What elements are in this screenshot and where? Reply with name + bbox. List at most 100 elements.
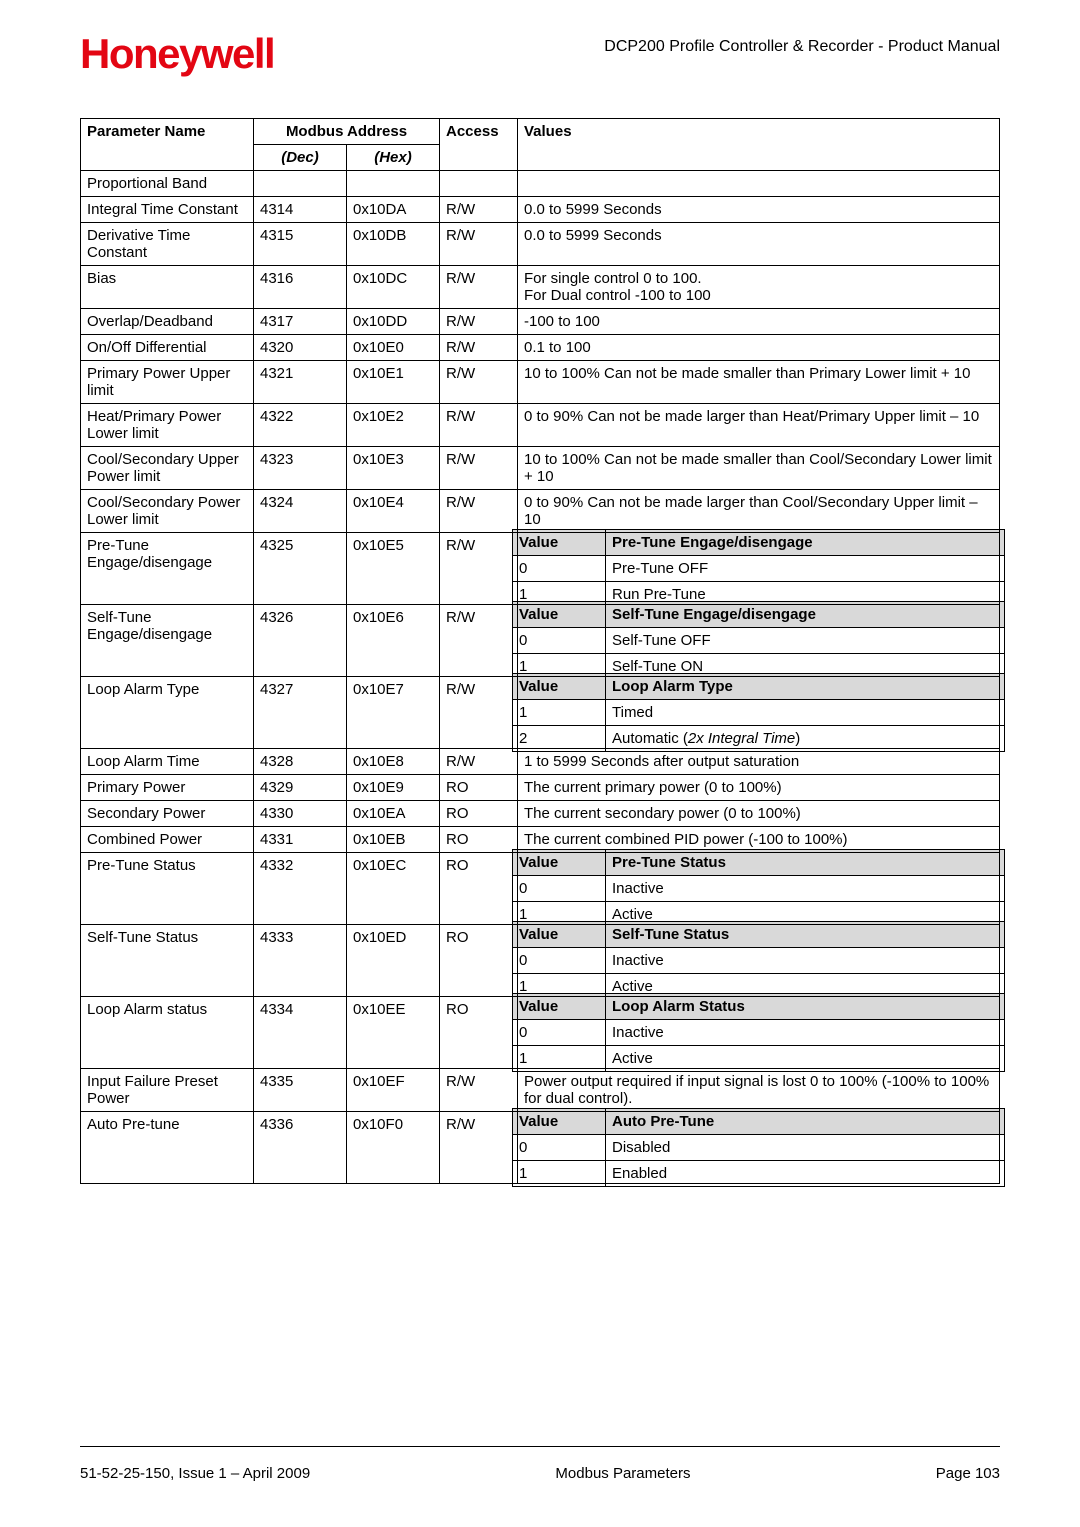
cell-values: 0.0 to 5999 Seconds — [518, 223, 1000, 266]
cell-hex: 0x10E6 — [347, 605, 440, 677]
cell-access: R/W — [440, 197, 518, 223]
inner-table: ValueLoop Alarm Type 1Timed 2Automatic (… — [512, 673, 1005, 752]
table-row: Self-Tune Status 4333 0x10ED RO ValueSel… — [81, 925, 1000, 997]
table-row: Cool/Secondary Power Lower limit 4324 0x… — [81, 490, 1000, 533]
header-modbus-address: Modbus Address — [254, 119, 440, 145]
inner-cell: 1 — [513, 700, 606, 726]
cell-values: -100 to 100 — [518, 309, 1000, 335]
cell-values: ValueSelf-Tune Status 0Inactive 1Active — [518, 925, 1000, 997]
header-values: Values — [518, 119, 1000, 171]
inner-header: Value — [513, 530, 606, 556]
inner-header: Value — [513, 850, 606, 876]
cell-dec: 4327 — [254, 677, 347, 749]
header-access: Access — [440, 119, 518, 171]
cell-values: 0.1 to 100 — [518, 335, 1000, 361]
cell-name: Primary Power — [81, 775, 254, 801]
cell-access: R/W — [440, 447, 518, 490]
cell-text: Automatic ( — [612, 730, 688, 747]
cell-values: 0 to 90% Can not be made larger than Hea… — [518, 404, 1000, 447]
cell-dec: 4326 — [254, 605, 347, 677]
cell-name: Primary Power Upper limit — [81, 361, 254, 404]
cell-values: 10 to 100% Can not be made smaller than … — [518, 447, 1000, 490]
inner-header: Loop Alarm Type — [606, 674, 1005, 700]
inner-header: Pre-Tune Status — [606, 850, 1005, 876]
inner-cell: Inactive — [606, 948, 1005, 974]
cell-values: The current secondary power (0 to 100%) — [518, 801, 1000, 827]
table-row: Loop Alarm Type 4327 0x10E7 R/W ValueLoo… — [81, 677, 1000, 749]
table-row: Derivative Time Constant 4315 0x10DB R/W… — [81, 223, 1000, 266]
cell-dec: 4323 — [254, 447, 347, 490]
inner-header: Value — [513, 602, 606, 628]
table-row: Auto Pre-tune 4336 0x10F0 R/W ValueAuto … — [81, 1112, 1000, 1184]
inner-header: Pre-Tune Engage/disengage — [606, 530, 1005, 556]
cell-hex: 0x10E1 — [347, 361, 440, 404]
cell-values: Power output required if input signal is… — [518, 1069, 1000, 1112]
footer-right: Page 103 — [936, 1465, 1000, 1482]
cell-dec: 4320 — [254, 335, 347, 361]
cell-access: R/W — [440, 1112, 518, 1184]
cell-hex: 0x10DC — [347, 266, 440, 309]
cell-hex — [347, 171, 440, 197]
cell-dec: 4328 — [254, 749, 347, 775]
inner-cell: 0 — [513, 1135, 606, 1161]
cell-hex: 0x10EC — [347, 853, 440, 925]
cell-values: ValuePre-Tune Engage/disengage 0Pre-Tune… — [518, 533, 1000, 605]
inner-cell: Timed — [606, 700, 1005, 726]
table-row: Loop Alarm status 4334 0x10EE RO ValueLo… — [81, 997, 1000, 1069]
cell-dec: 4314 — [254, 197, 347, 223]
cell-dec: 4336 — [254, 1112, 347, 1184]
inner-table: ValueSelf-Tune Engage/disengage 0Self-Tu… — [512, 601, 1005, 680]
cell-values: ValuePre-Tune Status 0Inactive 1Active — [518, 853, 1000, 925]
table-row: Secondary Power 4330 0x10EA RO The curre… — [81, 801, 1000, 827]
cell-name: Bias — [81, 266, 254, 309]
cell-name: Combined Power — [81, 827, 254, 853]
inner-table: ValuePre-Tune Status 0Inactive 1Active — [512, 849, 1005, 928]
cell-access: RO — [440, 853, 518, 925]
cell-access: R/W — [440, 266, 518, 309]
inner-cell: Inactive — [606, 1020, 1005, 1046]
cell-name: Auto Pre-tune — [81, 1112, 254, 1184]
cell-access: RO — [440, 827, 518, 853]
table-row: Heat/Primary Power Lower limit 4322 0x10… — [81, 404, 1000, 447]
inner-header: Value — [513, 1109, 606, 1135]
cell-access: RO — [440, 925, 518, 997]
cell-name: Self-Tune Status — [81, 925, 254, 997]
page-header: Honeywell DCP200 Profile Controller & Re… — [80, 30, 1000, 78]
cell-values: 0.0 to 5999 Seconds — [518, 197, 1000, 223]
cell-values — [518, 171, 1000, 197]
table-row: Cool/Secondary Upper Power limit 4323 0x… — [81, 447, 1000, 490]
document-title: DCP200 Profile Controller & Recorder - P… — [604, 30, 1000, 56]
cell-dec: 4321 — [254, 361, 347, 404]
cell-values: ValueSelf-Tune Engage/disengage 0Self-Tu… — [518, 605, 1000, 677]
cell-dec: 4322 — [254, 404, 347, 447]
cell-hex: 0x10ED — [347, 925, 440, 997]
cell-hex: 0x10E2 — [347, 404, 440, 447]
cell-dec: 4334 — [254, 997, 347, 1069]
cell-hex: 0x10E5 — [347, 533, 440, 605]
cell-dec: 4332 — [254, 853, 347, 925]
table-row: Loop Alarm Time 4328 0x10E8 R/W 1 to 599… — [81, 749, 1000, 775]
footer-center: Modbus Parameters — [555, 1465, 690, 1482]
cell-dec: 4335 — [254, 1069, 347, 1112]
page: Honeywell DCP200 Profile Controller & Re… — [0, 0, 1080, 1527]
cell-access: R/W — [440, 677, 518, 749]
cell-access: R/W — [440, 335, 518, 361]
cell-dec: 4331 — [254, 827, 347, 853]
cell-text: For Dual control -100 to 100 — [524, 287, 711, 304]
cell-dec: 4330 — [254, 801, 347, 827]
header-parameter-name: Parameter Name — [81, 119, 254, 171]
inner-cell: 0 — [513, 556, 606, 582]
cell-name: Cool/Secondary Upper Power limit — [81, 447, 254, 490]
inner-header: Self-Tune Status — [606, 922, 1005, 948]
header-hex: (Hex) — [347, 145, 440, 171]
cell-access: R/W — [440, 223, 518, 266]
cell-dec: 4333 — [254, 925, 347, 997]
inner-header: Self-Tune Engage/disengage — [606, 602, 1005, 628]
inner-header: Loop Alarm Status — [606, 994, 1005, 1020]
inner-table: ValueSelf-Tune Status 0Inactive 1Active — [512, 921, 1005, 1000]
cell-dec: 4317 — [254, 309, 347, 335]
cell-access: RO — [440, 997, 518, 1069]
cell-values: ValueLoop Alarm Type 1Timed 2Automatic (… — [518, 677, 1000, 749]
table-row: Pre-Tune Engage/disengage 4325 0x10E5 R/… — [81, 533, 1000, 605]
cell-values: The current primary power (0 to 100%) — [518, 775, 1000, 801]
